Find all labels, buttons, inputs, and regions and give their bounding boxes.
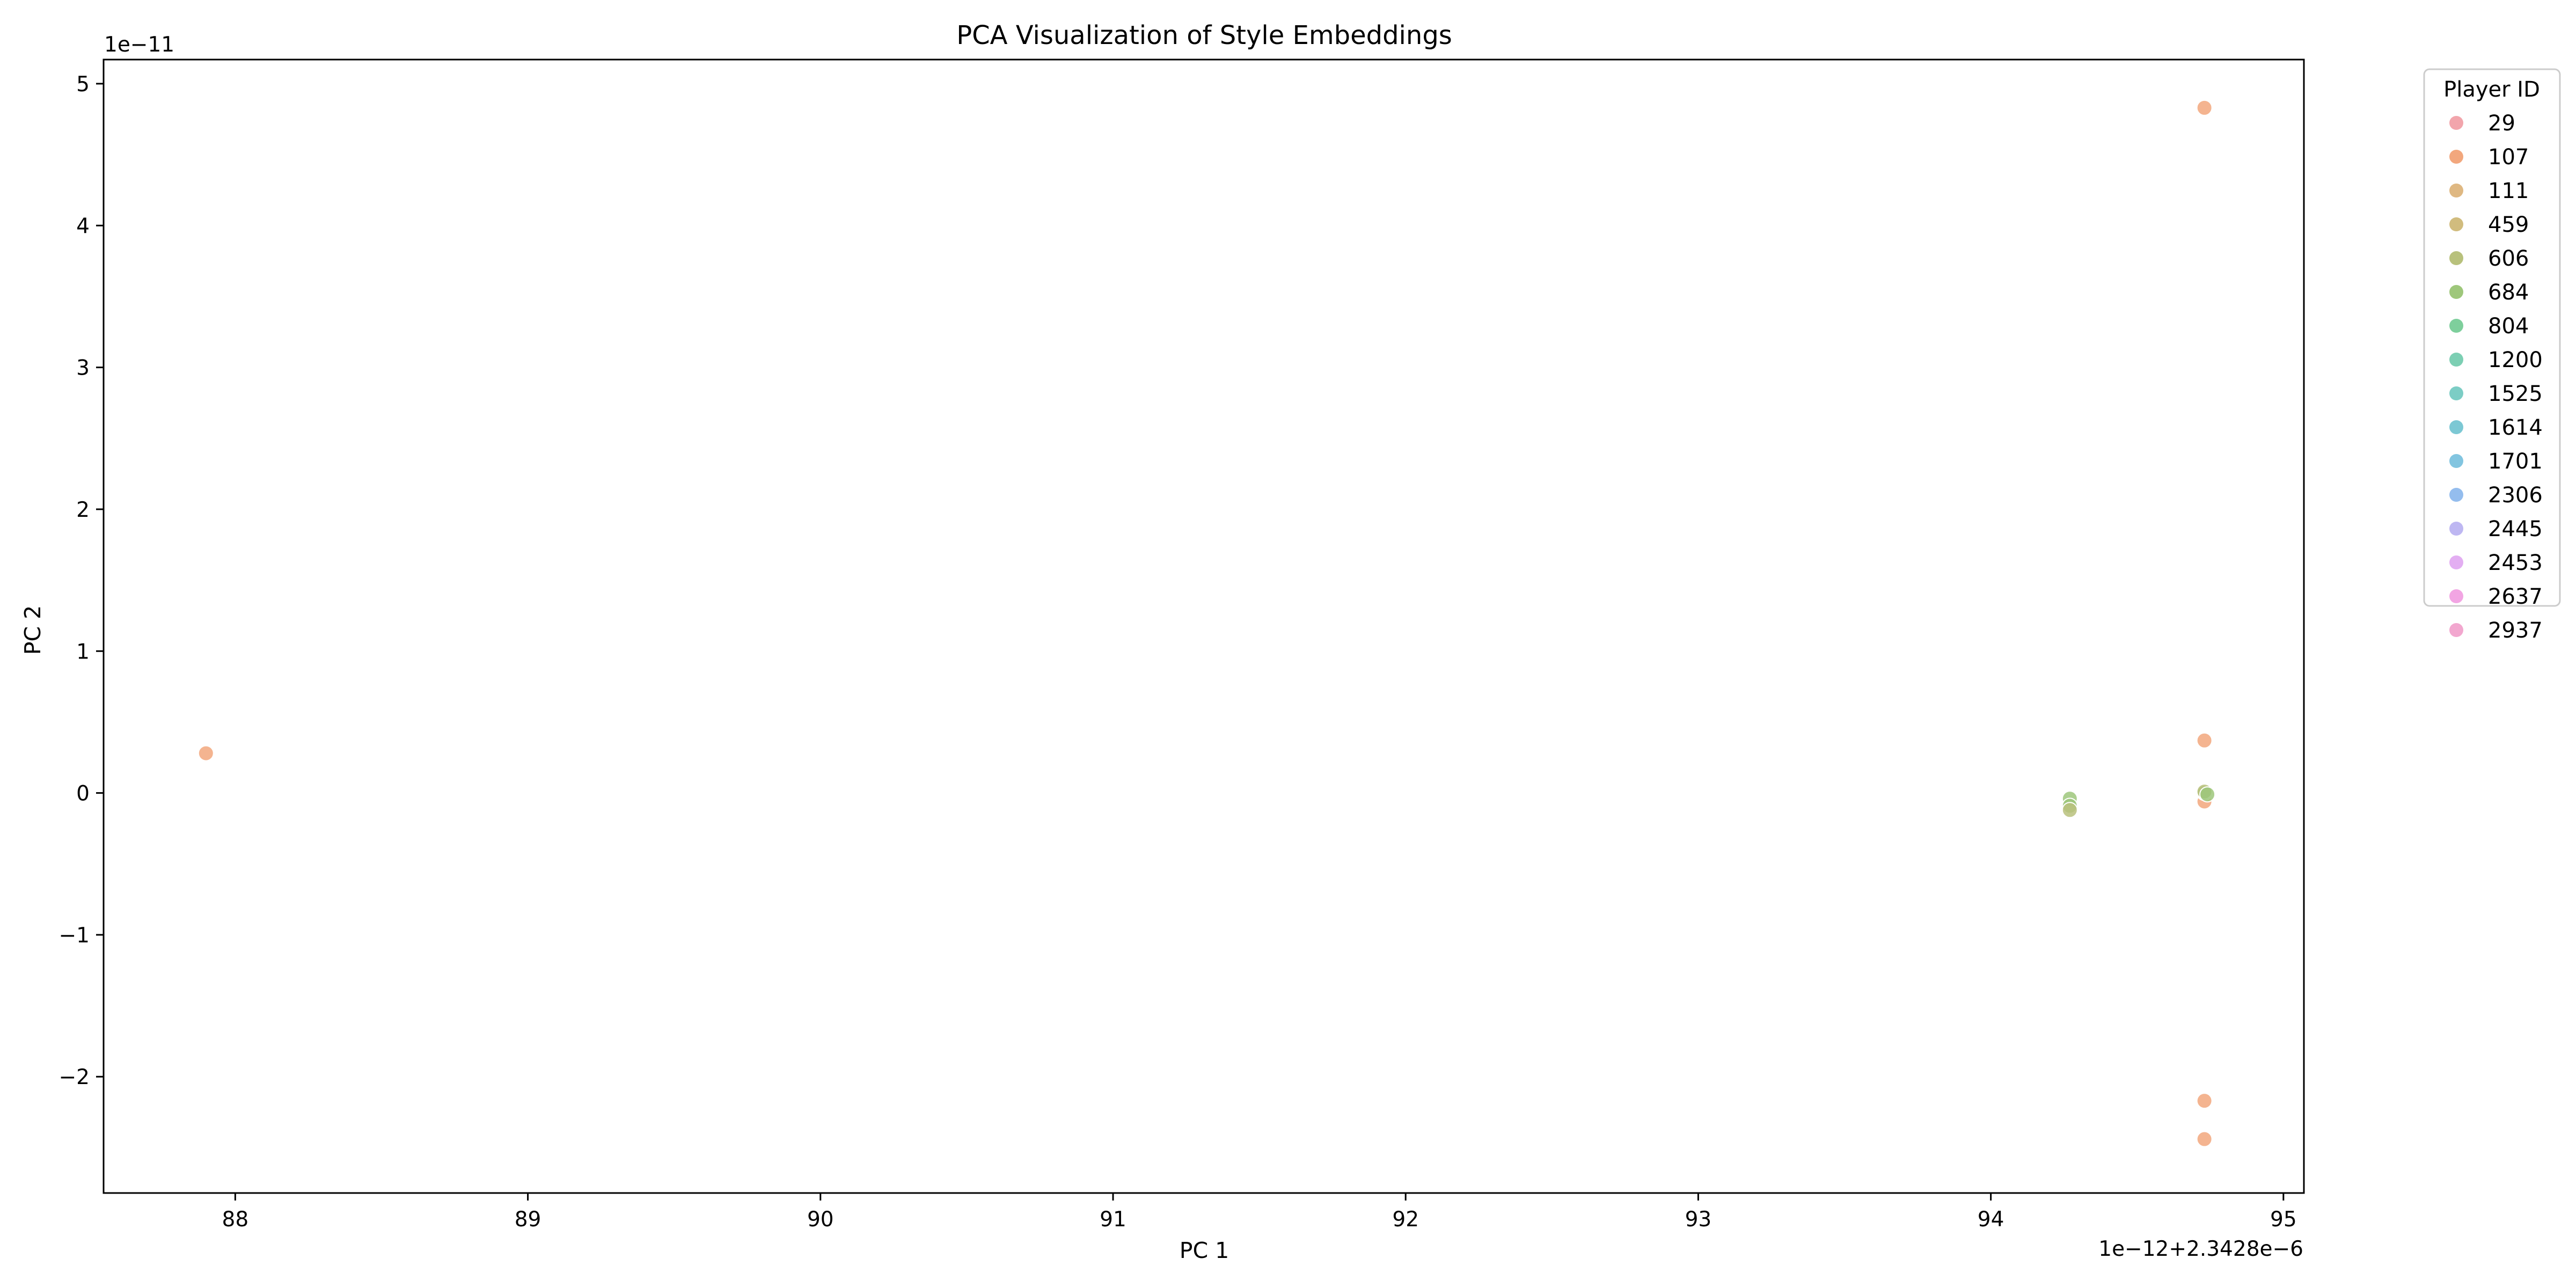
legend-marker-684: [2449, 285, 2463, 299]
x-axis-label: PC 1: [1180, 1238, 1229, 1263]
x-tick-label: 91: [1100, 1208, 1126, 1232]
legend-marker-1525: [2449, 386, 2463, 400]
legend-label-2453: 2453: [2488, 551, 2543, 575]
y-tick-label: 4: [76, 214, 90, 238]
legend-marker-2453: [2449, 555, 2463, 569]
legend-frame: [2423, 68, 2561, 607]
legend-title: Player ID: [2443, 77, 2540, 102]
legend-marker-29: [2449, 116, 2463, 130]
x-tick-label: 92: [1392, 1208, 1419, 1232]
x-tick-label: 94: [1978, 1208, 2004, 1232]
legend-label-1701: 1701: [2488, 449, 2543, 474]
legend-label-107: 107: [2488, 145, 2529, 170]
legend-marker-2306: [2449, 488, 2463, 502]
x-tick-label: 89: [515, 1208, 541, 1232]
legend-marker-459: [2449, 217, 2463, 231]
y-tick-label: 0: [76, 782, 90, 806]
legend-marker-1200: [2449, 353, 2463, 367]
y-axis-label: PC 2: [20, 605, 46, 655]
x-tick-label: 88: [222, 1208, 249, 1232]
y-axis-offset-label: 1e−11: [104, 33, 174, 57]
legend-label-2306: 2306: [2488, 483, 2543, 508]
legend-label-1614: 1614: [2488, 415, 2543, 440]
y-tick-label: −1: [59, 924, 90, 948]
x-tick-label: 95: [2270, 1208, 2297, 1232]
legend-marker-2637: [2449, 589, 2463, 603]
legend-label-459: 459: [2488, 213, 2529, 237]
legend-label-606: 606: [2488, 246, 2529, 271]
legend-marker-111: [2449, 184, 2463, 197]
y-tick-label: 5: [76, 72, 90, 97]
x-axis-offset-label: 1e−12+2.3428e−6: [2098, 1237, 2303, 1261]
y-tick-label: 2: [76, 498, 90, 522]
legend-label-2445: 2445: [2488, 517, 2543, 541]
data-point-107: [2196, 99, 2213, 116]
legend-marker-2937: [2449, 623, 2463, 637]
legend-marker-1614: [2449, 420, 2463, 434]
y-tick-label: 3: [76, 356, 90, 380]
data-point-107: [2196, 1093, 2213, 1109]
y-tick-label: 1: [76, 640, 90, 664]
legend-label-684: 684: [2488, 280, 2529, 305]
x-axis-ticks: 88 89 90 91 92 93 94 95: [222, 1193, 2297, 1232]
data-points: [197, 99, 2216, 1147]
legend-label-29: 29: [2488, 111, 2515, 136]
data-point-107: [2196, 1131, 2213, 1147]
legend-marker-606: [2449, 251, 2463, 265]
y-axis-ticks: −2 −1 0 1 2 3 4 5: [59, 72, 104, 1089]
legend: Player ID 29 107 111 459 606 684 804 1200 1525 16…: [2423, 68, 2561, 643]
legend-label-2937: 2937: [2488, 618, 2543, 643]
legend-label-2637: 2637: [2488, 584, 2543, 609]
x-tick-label: 90: [807, 1208, 834, 1232]
x-tick-label: 93: [1685, 1208, 1712, 1232]
legend-label-1525: 1525: [2488, 382, 2543, 406]
plot-area: [103, 58, 2305, 1194]
legend-label-804: 804: [2488, 314, 2529, 339]
legend-marker-1701: [2449, 454, 2463, 468]
data-point-606: [2061, 802, 2078, 818]
legend-entries: 29 107 111 459 606 684 804 1200 1525 1614 1701 2306…: [2449, 111, 2543, 643]
y-tick-label: −2: [59, 1065, 90, 1089]
legend-marker-2445: [2449, 522, 2463, 536]
data-point-107: [197, 745, 214, 762]
plot-frame: [103, 58, 2305, 1194]
legend-label-111: 111: [2488, 179, 2529, 203]
legend-label-1200: 1200: [2488, 348, 2543, 372]
data-point-684: [2199, 786, 2216, 803]
data-point-107: [2196, 732, 2213, 749]
legend-marker-107: [2449, 150, 2463, 164]
legend-marker-804: [2449, 319, 2463, 333]
chart-title: PCA Visualization of Style Embeddings: [956, 20, 1452, 50]
